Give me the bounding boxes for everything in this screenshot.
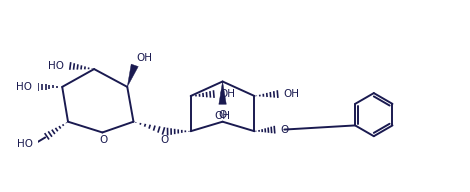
Text: HO: HO xyxy=(16,82,32,92)
Text: O: O xyxy=(219,110,227,120)
Text: HO: HO xyxy=(17,139,33,150)
Text: O: O xyxy=(160,135,168,145)
Text: OH: OH xyxy=(219,89,235,99)
Polygon shape xyxy=(219,81,226,104)
Polygon shape xyxy=(127,64,138,87)
Text: O: O xyxy=(99,135,107,145)
Text: HO: HO xyxy=(48,61,64,71)
Text: OH: OH xyxy=(215,111,231,121)
Text: OH: OH xyxy=(283,89,299,99)
Text: OH: OH xyxy=(136,53,152,63)
Text: O: O xyxy=(280,125,289,135)
